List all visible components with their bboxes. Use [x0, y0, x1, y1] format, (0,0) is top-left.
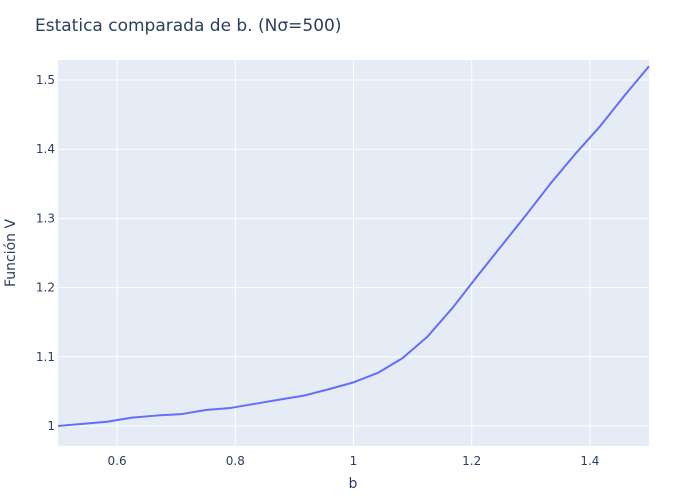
y-tick-label: 1.5	[36, 73, 55, 87]
y-tick-labels: 1 1.1 1.2 1.3 1.4 1.5	[36, 73, 55, 433]
y-tick-label: 1.2	[36, 281, 55, 295]
x-tick-label: 1.2	[462, 454, 481, 468]
series-group	[57, 65, 650, 427]
x-tick-label: 1.4	[580, 454, 599, 468]
x-tick-label: 1	[350, 454, 358, 468]
grid-lines	[58, 60, 649, 446]
y-tick-label: 1.4	[36, 142, 55, 156]
chart-title: Estatica comparada de b. (Nσ=500)	[35, 16, 341, 36]
y-tick-label: 1	[47, 419, 55, 433]
y-tick-label: 1.1	[36, 350, 55, 364]
x-axis-title: b	[349, 476, 358, 492]
x-tick-label: 0.8	[226, 454, 245, 468]
series-line	[57, 65, 650, 427]
y-tick-label: 1.3	[36, 211, 55, 225]
y-axis-title: Función V	[3, 219, 19, 288]
x-tick-labels: 0.6 0.8 1 1.2 1.4	[108, 454, 600, 468]
x-tick-label: 0.6	[108, 454, 127, 468]
